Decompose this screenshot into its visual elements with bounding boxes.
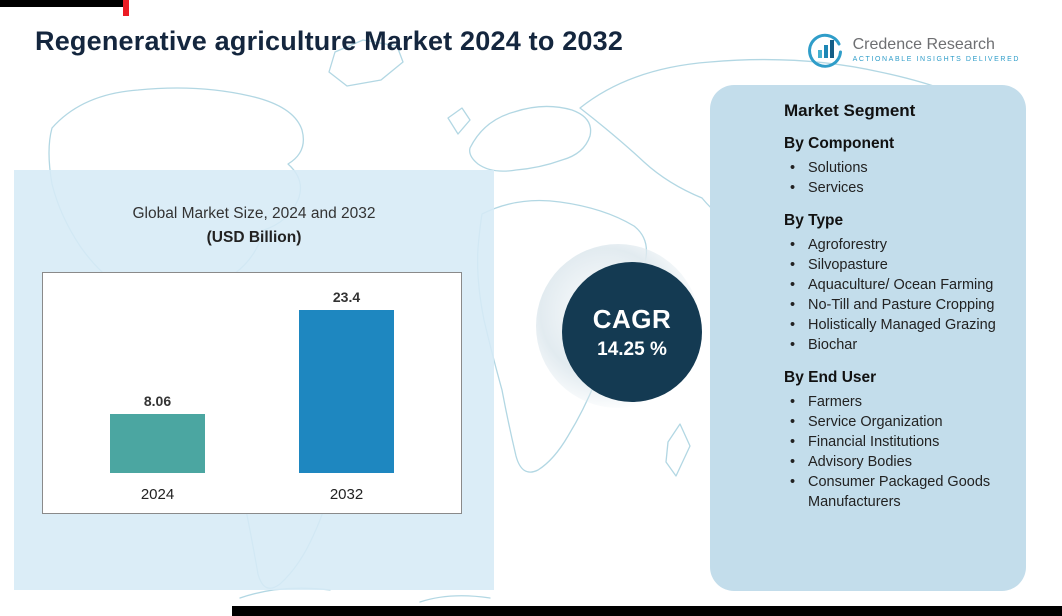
- cagr-badge: CAGR 14.25 %: [562, 262, 702, 402]
- segment-group-component: By Component Solutions Services: [784, 135, 1008, 198]
- market-size-panel: Global Market Size, 2024 and 2032 (USD B…: [14, 170, 494, 590]
- segment-group-title: By Component: [784, 135, 895, 152]
- bar-chart: 8.06 23.4 2024 2032: [42, 272, 462, 514]
- x-label-2032: 2032: [329, 486, 364, 503]
- credence-research-logo: Credence Research Actionable Insights De…: [806, 30, 1020, 68]
- x-axis-labels: 2024 2032: [63, 486, 441, 503]
- segment-item: Agroforestry: [784, 235, 1008, 255]
- page-title: Regenerative agriculture Market 2024 to …: [35, 26, 624, 56]
- segment-group-title: By Type: [784, 212, 844, 229]
- logo-name: Credence Research: [852, 35, 995, 53]
- bar-chart-plot: 8.06 23.4: [63, 289, 441, 473]
- cagr-label: CAGR: [592, 303, 672, 334]
- bar-value-2032: 23.4: [332, 289, 361, 305]
- segment-item: Consumer Packaged Goods Manufacturers: [784, 472, 1008, 512]
- bar-value-2024: 8.06: [143, 392, 172, 409]
- segments-heading: Market Segment: [784, 101, 916, 120]
- bottom-accent-bar: [232, 606, 1062, 616]
- bar-group-2032: 23.4: [299, 289, 394, 473]
- segment-item: Holistically Managed Grazing: [784, 315, 1008, 335]
- segment-item: Solutions: [784, 158, 1008, 178]
- chart-title: Global Market Size, 2024 and 2032 (USD B…: [14, 202, 494, 250]
- segment-item: Service Organization: [784, 412, 1008, 432]
- x-label-2024: 2024: [140, 486, 175, 503]
- cagr-value: 14.25 %: [597, 338, 667, 360]
- segment-item: Silvopasture: [784, 255, 1008, 275]
- logo-bars-icon: [807, 33, 842, 68]
- market-segment-panel: Market Segment By Component Solutions Se…: [710, 85, 1026, 591]
- segment-item: Aquaculture/ Ocean Farming: [784, 275, 1008, 295]
- red-accent-mark: [123, 0, 129, 16]
- segment-group-type: By Type Agroforestry Silvopasture Aquacu…: [784, 212, 1008, 355]
- segment-item: Advisory Bodies: [784, 452, 1008, 472]
- logo-tagline: Actionable Insights Delivered: [852, 55, 1020, 63]
- segment-item: Services: [784, 178, 1008, 198]
- top-accent-bar: [0, 0, 127, 7]
- bar-group-2024: 8.06: [110, 289, 205, 473]
- segment-item: Financial Institutions: [784, 432, 1008, 452]
- segment-group-end-user: By End User Farmers Service Organization…: [784, 369, 1008, 512]
- bar-2032: [299, 310, 394, 473]
- chart-title-line1: Global Market Size, 2024 and 2032: [132, 205, 376, 222]
- segment-group-title: By End User: [784, 369, 877, 386]
- bar-2024: [110, 413, 205, 473]
- chart-title-line2: (USD Billion): [206, 229, 302, 246]
- segment-item: Biochar: [784, 335, 1008, 355]
- segment-item: No-Till and Pasture Cropping: [784, 295, 1008, 315]
- segment-item: Farmers: [784, 392, 1008, 412]
